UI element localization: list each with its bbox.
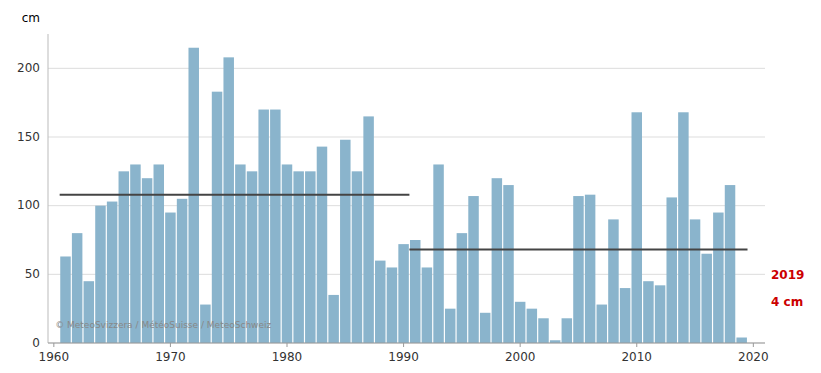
x-tick (636, 343, 637, 347)
bar (527, 309, 537, 343)
bar (270, 110, 280, 343)
x-tick-label: 2020 (738, 350, 769, 364)
bar (223, 57, 233, 343)
grid-line (48, 68, 765, 69)
bar (410, 240, 420, 343)
bar (597, 305, 607, 343)
x-tick (170, 343, 171, 347)
bar (130, 164, 140, 343)
bar (515, 302, 525, 343)
x-tick (287, 343, 288, 347)
bar (678, 112, 688, 343)
bar (398, 244, 408, 343)
bar (480, 313, 490, 343)
bar (608, 219, 618, 343)
bar (492, 178, 502, 343)
y-axis-label: cm (22, 11, 40, 25)
y-tick-label: 100 (17, 198, 40, 212)
x-tick-label: 1980 (272, 350, 303, 364)
reference-line (60, 194, 410, 196)
bar (433, 164, 443, 343)
x-tick (53, 343, 54, 347)
bar (690, 219, 700, 343)
annotation: 4 cm (771, 295, 803, 309)
bar (235, 164, 245, 343)
bar (328, 295, 338, 343)
y-tick-label: 0 (32, 336, 40, 350)
bar (538, 318, 548, 343)
x-tick (520, 343, 521, 347)
x-tick-label: 1970 (155, 350, 186, 364)
annotation: 2019 (771, 268, 804, 282)
bar (585, 195, 595, 343)
bar (375, 261, 385, 343)
x-tick-label: 2010 (621, 350, 652, 364)
grid-line (48, 137, 765, 138)
x-tick-label: 1990 (388, 350, 419, 364)
bar (713, 213, 723, 343)
x-tick-label: 2000 (505, 350, 536, 364)
x-tick (753, 343, 754, 347)
bar (422, 267, 432, 343)
bar (60, 256, 70, 343)
reference-line (409, 249, 747, 251)
copyright: © MeteoSvizzera / MétéoSuisse / MeteoSch… (55, 320, 271, 330)
bar (643, 281, 653, 343)
bar (620, 288, 630, 343)
y-tick-label: 150 (17, 130, 40, 144)
bar (387, 267, 397, 343)
bar (363, 116, 373, 343)
bar (305, 171, 315, 343)
bar (84, 281, 94, 343)
bars (60, 48, 748, 343)
grid-line (48, 343, 765, 344)
x-tick-label: 1960 (39, 350, 70, 364)
bar (340, 140, 350, 343)
bar (632, 112, 642, 343)
y-axis-line (48, 34, 49, 343)
bar (562, 318, 572, 343)
bar (119, 171, 129, 343)
bar (655, 285, 665, 343)
bar (282, 164, 292, 343)
chart: 0 50 100 150 200 cm 1960 1970 1980 1990 2000 2010 20… (0, 0, 821, 373)
bar (154, 164, 164, 343)
bar (352, 171, 362, 343)
bar (701, 254, 711, 343)
bar (573, 196, 583, 343)
grid (48, 68, 765, 343)
bar (468, 196, 478, 343)
bar (247, 171, 257, 343)
bar (736, 338, 746, 343)
bar (212, 92, 222, 343)
bar (258, 110, 268, 343)
x-tick (403, 343, 404, 347)
y-tick-label: 200 (17, 61, 40, 75)
x-axis-line (48, 343, 765, 344)
bar (293, 171, 303, 343)
y-tick-label: 50 (25, 267, 40, 281)
bar (725, 185, 735, 343)
bar (445, 309, 455, 343)
bar (317, 147, 327, 343)
bar (142, 178, 152, 343)
bar (666, 197, 676, 343)
bar (503, 185, 513, 343)
